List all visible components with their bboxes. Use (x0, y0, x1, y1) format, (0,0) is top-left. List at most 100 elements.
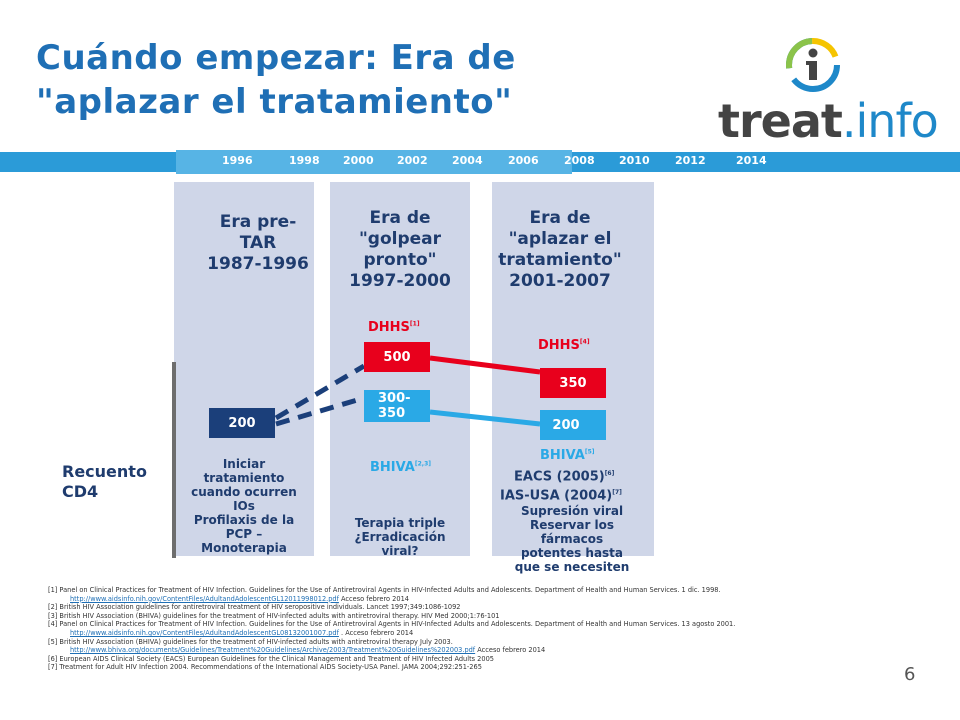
timeline-highlight (176, 150, 572, 174)
bhiva-label-era-3: BHIVA[5] (540, 448, 595, 463)
recuento-line: CD4 (62, 482, 99, 501)
era-3-title: Era de "aplazar el tratamiento" 2001-200… (476, 208, 644, 292)
note-line: tratamiento (203, 471, 285, 485)
timeline-year: 2012 (675, 154, 706, 167)
era-2-note: Terapia triple ¿Erradicación viral? (336, 516, 464, 558)
note-line: Terapia triple (354, 516, 446, 530)
guideline-text: BHIVA (540, 448, 585, 463)
dhhs-ref: [4] (579, 338, 590, 346)
dhhs-text: DHHS (368, 320, 410, 335)
era-2-title: Era de "golpear pronto" 1997-2000 (330, 208, 470, 292)
era-title-line: Era pre- (219, 212, 297, 232)
access-text: Acceso febrero 2014 (475, 646, 546, 655)
era-title-line: 1997-2000 (349, 271, 451, 291)
era-title-line: 2001-2007 (509, 271, 611, 291)
timeline-year: 2008 (564, 154, 595, 167)
access-text: Acceso febrero 2014 (338, 594, 409, 603)
era-title-line: tratamiento" (498, 250, 622, 270)
bhiva-label-era-2: BHIVA[2,3] (370, 460, 431, 475)
dhhs-label-era-3: DHHS[4] (538, 338, 590, 353)
reference-3: [3] British HIV Association (BHIVA) guid… (48, 611, 500, 620)
bhiva-ref: [2,3] (414, 460, 431, 468)
reference-5-link-row: http://www.bhiva.org/documents/Guideline… (48, 646, 918, 655)
era-title-line: Era de (529, 208, 591, 228)
reference-1: [1] Panel on Clinical Practices for Trea… (48, 586, 721, 594)
era-1-note: Iniciar tratamiento cuando ocurren IOs P… (188, 457, 300, 555)
box-line: 300- (378, 391, 411, 406)
reference-2: [2] British HIV Association guidelines f… (48, 603, 461, 612)
guideline-ref: [6] (604, 470, 615, 477)
logo-text-info: .info (841, 94, 939, 148)
note-line: IOs (233, 499, 255, 513)
reference-5: [5] British HIV Association (BHIVA) guid… (48, 637, 453, 646)
reference-1-link[interactable]: http://www.aidsinfo.nih.gov/ContentFiles… (70, 594, 339, 603)
note-line: cuando ocurren (191, 485, 297, 499)
info-i-logo-icon (784, 36, 842, 94)
bhiva-text: BHIVA (370, 460, 415, 475)
dhhs-label-era-2: DHHS[1] (368, 320, 420, 335)
note-line: Iniciar (222, 457, 266, 471)
logo-text-treat: treat (718, 94, 843, 148)
era-title-line: pronto" (363, 250, 437, 270)
timeline-year: 2006 (508, 154, 539, 167)
timeline-year: 2004 (452, 154, 483, 167)
reference-5-link[interactable]: http://www.bhiva.org/documents/Guideline… (70, 646, 476, 655)
guideline-ref: [5] (584, 448, 595, 456)
timeline-year: 1996 (222, 154, 253, 167)
note-line: Reservar los (529, 518, 615, 532)
timeline-year: 2002 (397, 154, 428, 167)
access-text: . Acceso febrero 2014 (338, 628, 414, 637)
blue-trend-line (429, 409, 541, 427)
cd4-200-box: 200 (209, 408, 275, 438)
timeline-year: 2010 (619, 154, 650, 167)
timeline-year: 1998 (289, 154, 320, 167)
timeline-year: 2014 (736, 154, 767, 167)
guideline-text: EACS (2005) (514, 469, 605, 485)
page-number: 6 (904, 664, 916, 685)
box-line: 350 (378, 406, 406, 421)
note-line: viral? (381, 544, 419, 558)
era-title-line: TAR (239, 233, 277, 253)
timeline-year: 2000 (343, 154, 374, 167)
slide-title: Cuándo empezar: Era de "aplazar el trata… (36, 36, 676, 124)
era-3-note: Supresión viral Reservar los fármacos po… (500, 504, 644, 574)
era-title-line: Era de (369, 208, 431, 228)
reference-7: [7] Treatment for Adult HIV Infection 20… (48, 663, 482, 672)
note-line: Supresión viral (520, 504, 624, 518)
recuento-line: Recuento (62, 462, 147, 481)
guideline-text: IAS-USA (2004) (500, 488, 613, 504)
cd4-350-box: 350 (540, 368, 606, 398)
dashed-line-navy-to-blue (275, 395, 365, 427)
cd4-200-blue-box: 200 (540, 410, 606, 440)
note-line: potentes hasta (520, 546, 624, 560)
era-title-line: "golpear (358, 229, 442, 249)
era-title-line: "aplazar el (508, 229, 612, 249)
dashed-line-navy-to-red (274, 363, 366, 421)
dhhs-ref: [1] (409, 320, 420, 328)
guideline-ref: [7] (612, 489, 622, 496)
cd4-300-350-box: 300- 350 (364, 390, 430, 422)
references: [1] Panel on Clinical Practices for Trea… (48, 586, 918, 672)
note-line: que se necesiten (514, 560, 630, 574)
title-line-1: Cuándo empezar: Era de (36, 38, 516, 78)
era-title-line: 1987-1996 (207, 254, 309, 274)
reference-1-link-row: http://www.aidsinfo.nih.gov/ContentFiles… (48, 595, 918, 604)
eacs-label: EACS (2005)[6] (514, 465, 614, 485)
recuento-cd4-label: Recuento CD4 (62, 462, 147, 502)
note-line: fármacos (540, 532, 604, 546)
title-line-2: "aplazar el tratamiento" (36, 82, 513, 122)
era-1-title: Era pre- TAR 1987-1996 (174, 212, 342, 275)
ias-usa-label: IAS-USA (2004)[7] (500, 484, 622, 504)
note-line: PCP – (225, 527, 263, 541)
dhhs-text: DHHS (538, 338, 580, 353)
cd4-500-box: 500 (364, 342, 430, 372)
treat-info-logo: treat.info (718, 94, 939, 148)
note-line: Profilaxis de la (193, 513, 295, 527)
reference-6: [6] European AIDS Clinical Society (EACS… (48, 654, 494, 663)
note-line: Monoterapia (201, 541, 287, 555)
reference-4: [4] Panel on Clinical Practices for Trea… (48, 620, 736, 629)
era-pre-tar-column (174, 182, 314, 556)
reference-4-link[interactable]: http://www.aidsinfo.nih.gov/ContentFiles… (70, 628, 339, 637)
note-line: ¿Erradicación (354, 530, 446, 544)
